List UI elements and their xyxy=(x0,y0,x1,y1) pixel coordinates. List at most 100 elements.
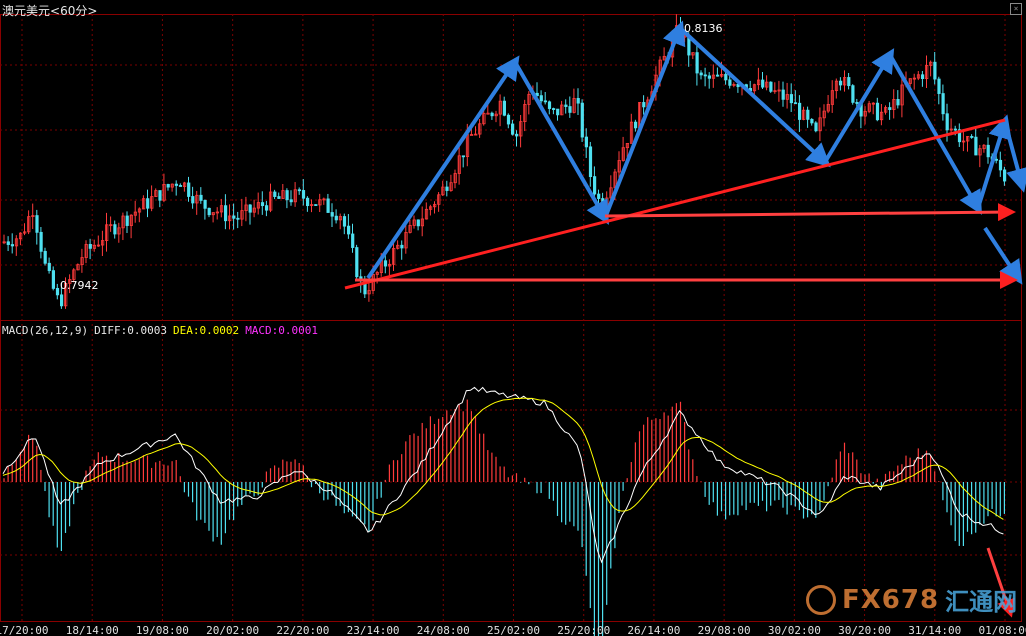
macd-lines xyxy=(2,386,1004,564)
candle-body xyxy=(769,81,773,92)
candle-body xyxy=(986,144,990,158)
candle-body xyxy=(244,204,248,212)
candle-body xyxy=(408,225,412,233)
candle-body xyxy=(346,225,351,235)
candle-body xyxy=(375,272,379,275)
candle-body xyxy=(236,217,240,220)
candle-body xyxy=(957,129,962,143)
candle-body xyxy=(621,147,625,161)
candle-body xyxy=(896,99,900,106)
candle-body xyxy=(338,216,343,221)
candle-body xyxy=(810,118,814,124)
candle-body xyxy=(330,212,334,217)
candle-body xyxy=(806,109,810,120)
trend-arrow-blue xyxy=(888,54,982,215)
candle-body xyxy=(195,194,199,204)
candle-body xyxy=(158,190,162,201)
candle-body xyxy=(584,136,589,148)
candle-body xyxy=(342,216,347,227)
candle-body xyxy=(396,244,400,249)
candle-body xyxy=(404,232,408,249)
candle-body xyxy=(6,241,10,245)
candle-body xyxy=(18,232,23,240)
candle-body xyxy=(96,244,101,247)
candle-body xyxy=(43,250,47,264)
candle-body xyxy=(826,103,830,112)
candle-body xyxy=(843,77,847,86)
candle-body xyxy=(515,133,519,137)
candle-body xyxy=(14,238,19,247)
close-icon[interactable]: × xyxy=(1010,3,1022,15)
candle-body xyxy=(449,182,453,191)
candle-body xyxy=(510,123,515,135)
candle-body xyxy=(871,102,876,105)
candle-body xyxy=(264,205,269,211)
candle-body xyxy=(765,81,769,88)
candle-body xyxy=(945,113,949,131)
candle-body xyxy=(962,140,966,143)
candle-body xyxy=(506,114,511,125)
candle-body xyxy=(691,52,695,56)
candle-body xyxy=(232,215,236,219)
candle-body xyxy=(498,100,502,115)
candle-body xyxy=(560,104,564,116)
trend-arrow-blue xyxy=(513,61,609,225)
x-tick-label: 01/08:00 xyxy=(979,624,1026,636)
watermark-logo: FX678 汇通网 xyxy=(806,582,1017,617)
candle-body xyxy=(777,89,781,92)
candle-body xyxy=(187,182,191,197)
candle-body xyxy=(933,61,937,80)
candle-body xyxy=(699,72,703,76)
candle-body xyxy=(125,215,129,226)
candle-body xyxy=(921,74,925,80)
candle-body xyxy=(863,110,867,117)
candle-body xyxy=(576,98,580,104)
candle-body xyxy=(707,75,712,79)
candle-body xyxy=(2,241,6,244)
candle-body xyxy=(580,102,584,138)
candle-body xyxy=(141,198,146,210)
candle-body xyxy=(137,208,142,213)
candle-body xyxy=(80,257,84,265)
trend-arrow-blue xyxy=(366,55,520,280)
candle-body xyxy=(855,101,859,104)
trend-arrow-blue xyxy=(1003,121,1026,193)
candle-body xyxy=(445,186,449,191)
candle-body xyxy=(84,244,88,258)
candle-body xyxy=(203,200,207,209)
candle-body xyxy=(982,144,986,150)
candle-body xyxy=(285,190,289,201)
candle-body xyxy=(875,102,880,121)
candle-body xyxy=(72,269,76,280)
plot-border xyxy=(0,14,1022,622)
candle-body xyxy=(966,136,970,142)
candle-body xyxy=(539,95,543,102)
candle-body xyxy=(568,106,572,113)
chart-title: 澳元美元<60分> xyxy=(2,2,97,19)
candle-body xyxy=(133,211,137,216)
x-tick-label: 25/20:00 xyxy=(557,624,610,636)
candle-body xyxy=(293,189,297,203)
candle-body xyxy=(228,215,232,222)
price-candles xyxy=(2,14,1007,309)
candle-body xyxy=(35,215,39,233)
trend-arrow-blue xyxy=(976,114,1012,209)
candle-body xyxy=(953,128,958,131)
candle-body xyxy=(281,190,285,199)
candle-body xyxy=(182,182,187,187)
candle-body xyxy=(814,122,818,132)
candle-body xyxy=(248,204,252,213)
macd-diff-value: DIFF:0.0003 xyxy=(94,324,167,337)
candle-body xyxy=(494,113,498,117)
candle-body xyxy=(219,205,224,213)
candle-body xyxy=(597,193,601,199)
candle-body xyxy=(695,52,699,74)
candle-body xyxy=(174,183,178,186)
candle-body xyxy=(424,208,429,220)
x-tick-label: 31/14:00 xyxy=(908,624,961,636)
candle-body xyxy=(474,133,478,136)
candle-body xyxy=(60,294,64,307)
candle-body xyxy=(334,215,338,221)
candle-body xyxy=(166,184,170,188)
candle-body xyxy=(941,93,945,115)
